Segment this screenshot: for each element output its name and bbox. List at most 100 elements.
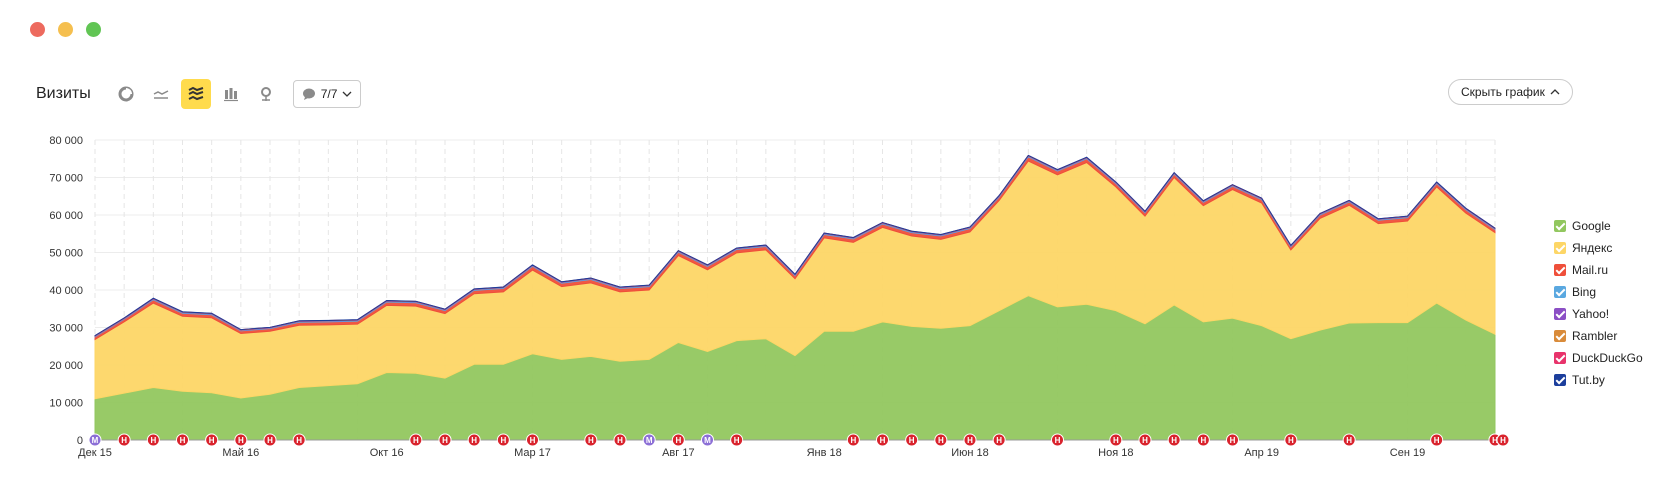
window-controls — [30, 22, 101, 37]
annotation-marker-label: Н — [1200, 436, 1206, 445]
legend-checkbox-icon[interactable] — [1554, 374, 1566, 386]
annotation-marker — [146, 433, 160, 447]
legend-item-bing[interactable]: Bing — [1554, 281, 1643, 303]
annotation-marker-label: Н — [238, 436, 244, 445]
annotation-marker — [1109, 433, 1123, 447]
annotation-marker-label: Н — [413, 436, 419, 445]
line-chart-icon — [153, 90, 169, 99]
hide-chart-button[interactable]: Скрыть график — [1448, 79, 1573, 105]
map-pin-icon — [260, 87, 271, 101]
annotation-marker — [905, 433, 919, 447]
legend-checkbox-icon[interactable] — [1554, 242, 1566, 254]
legend-item-mail-ru[interactable]: Mail.ru — [1554, 259, 1643, 281]
pie-chart-icon — [118, 86, 134, 102]
annotation-marker — [730, 433, 744, 447]
hide-chart-label: Скрыть график — [1461, 85, 1545, 99]
legend-checkbox-icon[interactable] — [1554, 264, 1566, 276]
annotation-marker-label: М — [92, 436, 99, 445]
legend-item-google[interactable]: Google — [1554, 215, 1643, 237]
annotation-marker — [1284, 433, 1298, 447]
x-tick-label: Янв 18 — [807, 447, 842, 459]
legend-label: Mail.ru — [1572, 263, 1609, 277]
annotation-marker — [1167, 433, 1181, 447]
minimize-window-button[interactable] — [58, 22, 73, 37]
annotation-marker-label: Н — [880, 436, 886, 445]
annotations-filter-dropdown[interactable]: 7/7 — [292, 80, 362, 108]
annotation-marker-label: Н — [588, 436, 594, 445]
legend-checkbox-icon[interactable] — [1554, 352, 1566, 364]
annotation-marker — [292, 433, 306, 447]
legend-item-tut-by[interactable]: Tut.by — [1554, 369, 1643, 391]
legend-checkbox-icon[interactable] — [1554, 220, 1566, 232]
y-tick-label: 70 000 — [49, 173, 83, 185]
legend-checkbox-icon[interactable] — [1554, 308, 1566, 320]
chart-title: Визиты — [36, 85, 91, 102]
legend-item-yahoo-[interactable]: Yahoo! — [1554, 303, 1643, 325]
y-tick-label: 60 000 — [49, 210, 83, 222]
annotation-marker — [613, 433, 627, 447]
annotation-marker — [992, 433, 1006, 447]
legend-item-duckduckgo[interactable]: DuckDuckGo — [1554, 347, 1643, 369]
annotation-marker — [176, 433, 189, 447]
annotation-marker-label: М — [704, 436, 711, 445]
annotation-marker-label: Н — [734, 436, 740, 445]
legend-checkbox-icon[interactable] — [1554, 330, 1566, 342]
chart-legend: Google Яндекс Mail.ru Bing Yahoo! Rambler Duck… — [1554, 215, 1643, 391]
annotation-marker — [409, 433, 423, 447]
y-tick-label: 50 000 — [49, 248, 83, 260]
annotation-marker-label: Н — [1288, 436, 1294, 445]
chevron-down-icon — [342, 91, 352, 97]
annotation-marker-label: Н — [1492, 436, 1498, 445]
maximize-window-button[interactable] — [86, 22, 101, 37]
legend-item-яндекс[interactable]: Яндекс — [1554, 237, 1643, 259]
annotation-marker — [117, 433, 131, 447]
annotation-marker-label: Н — [442, 436, 448, 445]
annotation-marker — [263, 433, 277, 447]
annotation-marker — [1226, 433, 1239, 447]
annotation-marker — [1430, 433, 1444, 447]
y-tick-label: 40 000 — [49, 285, 83, 297]
annotation-marker-label: Н — [1055, 436, 1061, 445]
annotation-marker — [1342, 433, 1356, 447]
annotation-marker-label: Н — [938, 436, 944, 445]
x-tick-label: Сен 19 — [1390, 447, 1425, 459]
annotation-marker-label: М — [646, 436, 653, 445]
y-tick-label: 10 000 — [49, 398, 83, 410]
legend-label: Rambler — [1572, 329, 1618, 343]
annotation-marker — [496, 433, 510, 447]
annotation-marker-label: Н — [267, 436, 273, 445]
pie-chart-button[interactable] — [111, 79, 141, 109]
legend-item-rambler[interactable]: Rambler — [1554, 325, 1643, 347]
annotation-marker-label: Н — [1346, 436, 1352, 445]
annotation-marker-label: Н — [1113, 436, 1119, 445]
annotation-marker — [963, 433, 977, 447]
line-chart-button[interactable] — [146, 79, 176, 109]
legend-checkbox-icon[interactable] — [1554, 286, 1566, 298]
annotation-marker — [1196, 433, 1210, 447]
x-tick-label: Окт 16 — [370, 447, 404, 459]
map-button[interactable] — [251, 79, 281, 109]
bar-chart-button[interactable] — [216, 79, 246, 109]
x-tick-label: Май 16 — [222, 447, 259, 459]
annotation-marker-label: Н — [121, 436, 127, 445]
annotation-marker — [1496, 433, 1510, 447]
stacked-area-button[interactable] — [180, 79, 211, 109]
x-tick-label: Дек 15 — [78, 447, 112, 459]
annotation-marker-label: Н — [1230, 436, 1236, 445]
close-window-button[interactable] — [30, 22, 45, 37]
y-tick-label: 20 000 — [49, 360, 83, 372]
annotations-filter-label: 7/7 — [320, 87, 338, 101]
annotation-marker — [671, 433, 685, 447]
y-tick-label: 80 000 — [49, 135, 83, 147]
comment-icon — [302, 88, 315, 100]
annotation-marker-label: Н — [1434, 436, 1440, 445]
legend-label: Yahoo! — [1572, 307, 1610, 321]
annotation-marker — [88, 433, 102, 447]
annotation-marker — [846, 433, 860, 447]
annotation-marker-label: Н — [996, 436, 1002, 445]
annotation-marker-label: Н — [967, 436, 973, 445]
annotation-marker — [205, 433, 219, 447]
annotation-marker — [526, 433, 539, 447]
annotation-marker-label: Н — [500, 436, 506, 445]
